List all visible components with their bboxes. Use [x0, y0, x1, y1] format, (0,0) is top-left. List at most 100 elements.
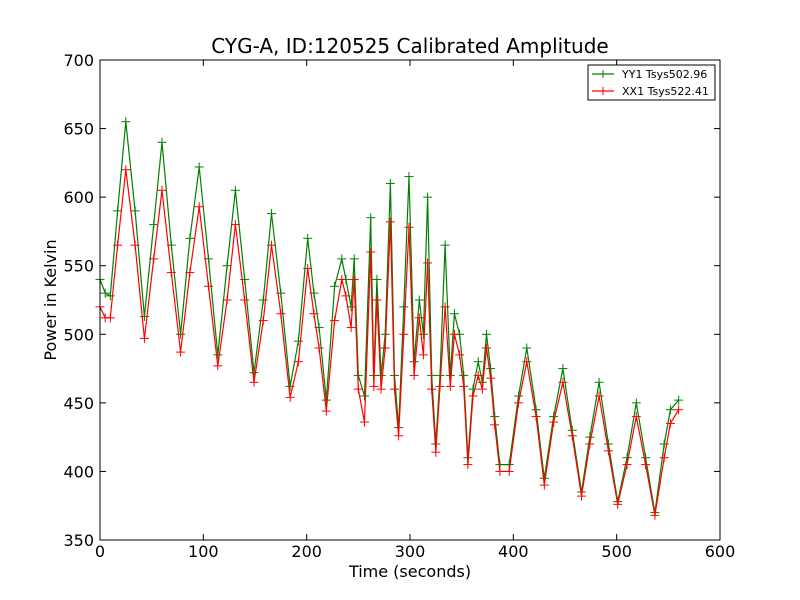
data-point-0-4	[121, 117, 131, 127]
data-point-1-75	[594, 391, 604, 401]
legend-label-0: YY1 Tsys502.96	[621, 68, 707, 81]
data-point-1-22	[285, 392, 295, 402]
x-tick-label: 400	[498, 542, 529, 561]
data-point-1-18	[249, 377, 259, 387]
data-point-1-45	[409, 370, 419, 380]
data-point-1-78	[622, 460, 632, 470]
data-point-0-10	[176, 329, 186, 339]
data-point-1-7	[149, 254, 159, 264]
data-point-0-15	[222, 261, 232, 271]
ticks-layer: 0 100 200 300 400 500 600 350 400 450 500 550 600 650…	[63, 51, 735, 561]
data-point-1-31	[346, 322, 356, 332]
data-point-1-67	[522, 357, 532, 367]
data-point-1-42	[394, 431, 404, 441]
x-tick-label: 300	[395, 542, 426, 561]
y-tick-label: 650	[63, 120, 94, 139]
data-point-1-12	[194, 202, 204, 212]
data-point-0-24	[303, 233, 313, 243]
data-point-1-52	[440, 302, 450, 312]
y-tick-label: 350	[63, 531, 94, 550]
data-point-1-77	[613, 499, 623, 509]
data-point-0-27	[321, 395, 331, 405]
data-point-0-67	[522, 343, 532, 353]
data-point-1-10	[176, 347, 186, 357]
legend-label-1: XX1 Tsys522.41	[622, 85, 709, 98]
data-point-1-20	[267, 240, 277, 250]
data-point-1-40	[385, 217, 395, 227]
x-tick-label: 600	[705, 542, 736, 561]
data-point-1-37	[372, 295, 382, 305]
data-point-1-58	[468, 391, 478, 401]
data-point-1-9	[166, 268, 176, 278]
data-point-0-40	[385, 178, 395, 188]
data-point-0-2	[105, 291, 115, 301]
data-point-1-72	[567, 431, 577, 441]
series-layer	[95, 117, 684, 520]
data-point-1-6	[139, 333, 149, 343]
data-point-1-59	[473, 370, 483, 380]
data-point-0-54	[449, 309, 459, 319]
data-point-1-23	[293, 357, 303, 367]
data-point-0-84	[674, 395, 684, 405]
data-point-1-81	[650, 510, 660, 520]
data-point-1-28	[330, 316, 340, 326]
data-point-0-61	[481, 329, 491, 339]
data-point-0-14	[213, 350, 223, 360]
data-point-0-43	[399, 302, 409, 312]
data-point-1-43	[399, 329, 409, 339]
data-point-1-51	[435, 381, 445, 391]
legend-entry-1: XX1 Tsys522.41	[592, 85, 709, 98]
data-point-1-39	[380, 343, 390, 353]
data-point-0-19	[258, 295, 268, 305]
x-tick-label: 500	[601, 542, 632, 561]
y-tick-label: 550	[63, 257, 94, 276]
data-point-0-11	[185, 233, 195, 243]
data-point-1-70	[549, 417, 559, 427]
data-point-0-71	[558, 364, 568, 374]
data-point-0-52	[440, 240, 450, 250]
data-point-1-3	[113, 240, 123, 250]
data-point-0-48	[423, 192, 433, 202]
data-point-0-34	[360, 391, 370, 401]
data-point-0-3	[113, 206, 123, 216]
data-point-0-5	[130, 206, 140, 216]
y-tick-label: 600	[63, 188, 94, 207]
data-point-1-60	[477, 384, 487, 394]
data-point-1-29	[337, 274, 347, 284]
data-point-1-79	[631, 412, 641, 422]
data-point-1-41	[390, 384, 399, 394]
data-point-1-32	[349, 274, 359, 284]
data-point-1-16	[230, 220, 240, 230]
data-point-1-80	[641, 460, 651, 470]
data-point-1-71	[558, 377, 568, 387]
data-point-1-56	[459, 381, 469, 391]
data-point-1-44	[404, 222, 414, 232]
data-point-1-4	[121, 165, 131, 175]
data-point-0-47	[418, 329, 428, 339]
data-point-1-26	[314, 343, 324, 353]
data-point-1-35	[366, 247, 376, 257]
data-point-0-16	[230, 185, 240, 195]
data-point-1-46	[414, 313, 424, 323]
data-point-1-2	[105, 313, 115, 323]
chart-title: CYG-A, ID:120525 Calibrated Amplitude	[211, 34, 608, 58]
data-point-1-50	[431, 447, 441, 457]
y-tick-label: 700	[63, 51, 94, 70]
data-point-1-76	[603, 446, 613, 456]
data-point-1-47	[418, 350, 428, 360]
data-point-1-82	[659, 453, 669, 463]
data-point-1-68	[531, 412, 541, 422]
data-point-1-33	[353, 384, 363, 394]
data-point-0-29	[337, 254, 347, 264]
data-point-0-1	[100, 288, 110, 298]
data-point-1-74	[585, 439, 595, 449]
data-point-1-24	[303, 263, 313, 273]
data-point-0-23	[293, 336, 303, 346]
data-point-0-18	[249, 368, 259, 378]
y-tick-label: 450	[63, 394, 94, 413]
data-point-1-61	[481, 343, 491, 353]
y-tick-label: 400	[63, 462, 94, 481]
data-point-1-63	[490, 420, 500, 430]
data-point-1-8	[157, 185, 167, 195]
